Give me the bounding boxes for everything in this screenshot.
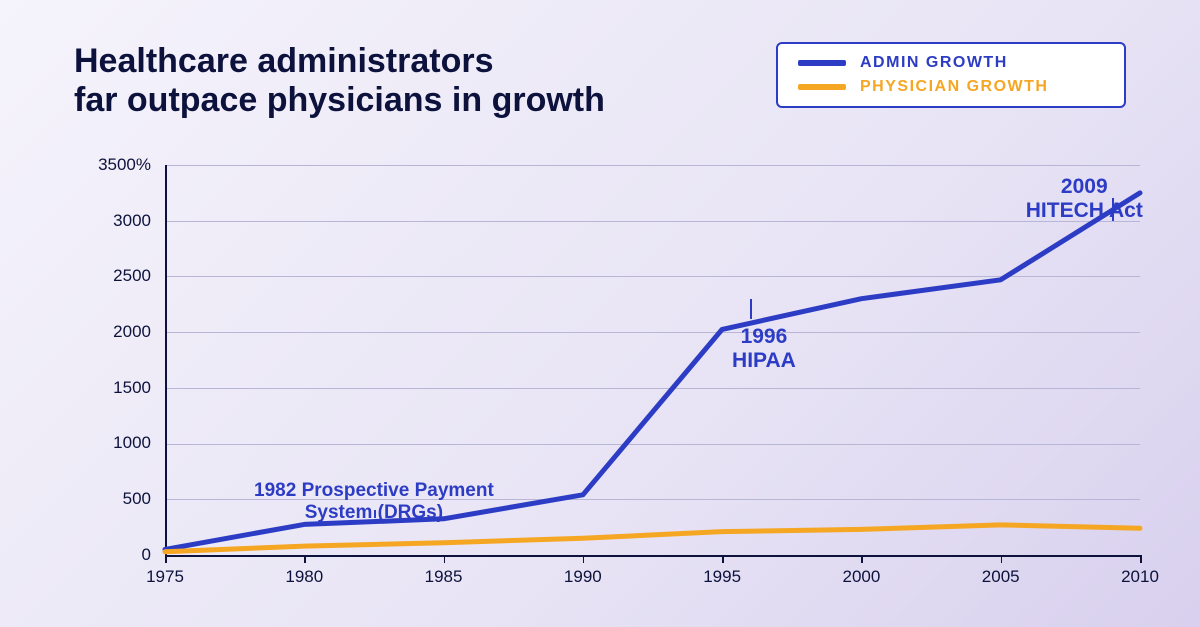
- x-tick-label: 1985: [425, 567, 463, 587]
- x-tick: [583, 555, 585, 563]
- y-tick-label: 3000: [71, 211, 151, 231]
- legend-label-admin: ADMIN GROWTH: [860, 54, 1008, 72]
- y-tick-label: 500: [71, 489, 151, 509]
- y-tick-label: 1500: [71, 378, 151, 398]
- annotation-tick: [1112, 198, 1114, 220]
- x-tick: [444, 555, 446, 563]
- annotation: 2009HITECH Act: [1026, 175, 1143, 223]
- y-tick-label: 0: [71, 545, 151, 565]
- annotation-tick: [374, 510, 376, 517]
- x-tick: [304, 555, 306, 563]
- x-tick-label: 1990: [564, 567, 602, 587]
- legend-item-physician: PHYSICIAN GROWTH: [798, 78, 1104, 96]
- annotation-line-1: 2009: [1061, 175, 1108, 198]
- annotation-line-2: HITECH Act: [1026, 199, 1143, 222]
- legend: ADMIN GROWTH PHYSICIAN GROWTH: [776, 42, 1126, 108]
- gridline: [165, 555, 1140, 557]
- x-tick-label: 1975: [146, 567, 184, 587]
- series-physician: [165, 525, 1140, 552]
- title-line-1: Healthcare administrators: [74, 42, 494, 80]
- legend-label-physician: PHYSICIAN GROWTH: [860, 78, 1048, 96]
- legend-item-admin: ADMIN GROWTH: [798, 54, 1104, 72]
- annotation: 1996HIPAA: [732, 325, 796, 373]
- x-tick-label: 2010: [1121, 567, 1159, 587]
- legend-swatch-physician: [798, 84, 846, 90]
- x-tick-label: 2000: [843, 567, 881, 587]
- chart-container: Healthcare administrators far outpace ph…: [0, 0, 1200, 627]
- x-tick-label: 1980: [285, 567, 323, 587]
- y-tick-label: 2000: [71, 322, 151, 342]
- x-tick: [1140, 555, 1142, 563]
- y-tick-label: 2500: [71, 266, 151, 286]
- x-tick: [1001, 555, 1003, 563]
- legend-swatch-admin: [798, 60, 846, 66]
- annotation-tick: [750, 299, 752, 319]
- x-tick: [722, 555, 724, 563]
- chart-area: 0500100015002000250030003500%19751980198…: [165, 165, 1140, 555]
- title-line-2: far outpace physicians in growth: [74, 81, 605, 119]
- x-tick-label: 1995: [703, 567, 741, 587]
- x-tick: [861, 555, 863, 563]
- x-tick: [165, 555, 167, 563]
- chart-title: Healthcare administrators far outpace ph…: [74, 42, 605, 120]
- annotation-line-1: 1996: [741, 325, 788, 348]
- annotation-line-1: 1982 Prospective Payment: [254, 480, 494, 501]
- y-tick-label: 3500%: [71, 155, 151, 175]
- x-tick-label: 2005: [982, 567, 1020, 587]
- annotation-line-2: HIPAA: [732, 349, 796, 372]
- y-tick-label: 1000: [71, 433, 151, 453]
